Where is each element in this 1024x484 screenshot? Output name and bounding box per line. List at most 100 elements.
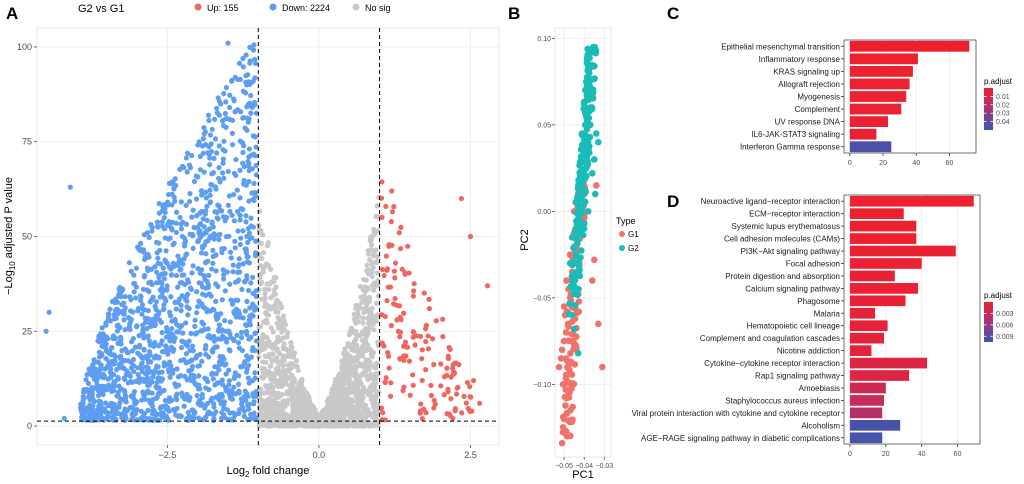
volcano-point-up [396,230,402,236]
volcano-point-nosig [329,386,335,392]
volcano-point-nosig [288,374,295,380]
volcano-point-down [215,336,222,342]
volcano-point-down [103,400,109,406]
volcano-point-nosig [277,361,284,367]
d-category-label: Viral protein interaction with cytokine … [632,409,841,418]
volcano-point-nosig [361,361,367,368]
pca-x-tick-label: −0.03 [595,463,613,470]
volcano-point-nosig [279,406,285,412]
volcano-point-up [467,233,474,240]
volcano-point-down [237,217,243,223]
d-colorbar-label: 0.006 [996,322,1014,329]
volcano-point-down [168,294,174,300]
d-bar [849,220,917,232]
volcano-point-down [100,416,106,422]
volcano-point-down [146,359,152,365]
volcano-y-tick-label: 0 [27,421,32,431]
volcano-point-down [209,370,215,376]
volcano-point-down [117,334,124,340]
volcano-point-down [210,247,216,254]
volcano-point-down [149,297,155,303]
volcano-point-down [248,334,254,340]
volcano-point-down [185,416,191,422]
legend-up-dot [194,3,202,11]
panel-d: D Neuroactive ligand−receptor interactio… [632,192,1014,458]
volcano-point-down [252,56,258,62]
volcano-point-down [143,334,149,340]
volcano-point-nosig [347,415,353,421]
volcano-point-nosig [274,412,280,418]
volcano-point-nosig [369,242,375,248]
volcano-point-down [181,403,187,409]
volcano-point-up [379,179,385,185]
volcano-point-down [191,224,197,231]
volcano-point-down [112,307,119,313]
c-category-label: KRAS signaling up [773,67,840,76]
volcano-point-down [192,409,198,415]
volcano-point-down [227,281,233,287]
volcano-point-down [195,142,201,148]
volcano-point-down [220,405,227,411]
volcano-point-nosig [374,270,380,276]
pca-point-g1 [559,381,567,388]
d-bar [849,357,928,369]
volcano-point-down [170,219,176,225]
volcano-point-down [238,109,244,115]
volcano-point-up [448,396,454,402]
volcano-point-down [211,401,217,407]
volcano-point-down [141,347,147,353]
volcano-point-nosig [258,374,264,380]
volcano-point-nosig [326,395,332,401]
volcano-point-down [81,414,87,420]
volcano-point-nosig [295,409,302,416]
volcano-point-down [136,379,142,385]
volcano-point-down [204,217,210,223]
volcano-point-down [218,311,224,317]
volcano-point-down [225,40,231,46]
volcano-point-up [410,372,416,378]
pca-point-g2 [570,244,578,252]
volcano-point-down [117,364,123,371]
volcano-point-down [85,380,92,387]
d-category-label: Amoebiasis [799,384,840,393]
hallmark-x-ticks: 0 20 40 60 [848,153,953,167]
volcano-point-down [167,309,173,315]
volcano-point-up [402,339,409,345]
hallmark-colorbar: 0.010.02 0.030.04 [984,88,1010,130]
volcano-point-nosig [374,312,380,318]
volcano-point-down [155,255,161,261]
volcano-point-down [246,161,252,167]
volcano-point-down [107,402,113,409]
d-bar [849,407,883,419]
volcano-point-down [220,147,226,153]
volcano-point-down [175,299,181,306]
volcano-point-up [378,405,385,411]
volcano-point-down [210,260,216,266]
volcano-point-down [115,389,122,395]
volcano-point-down [238,364,244,370]
volcano-point-down [96,349,102,355]
volcano-point-down [178,266,184,272]
volcano-point-nosig [371,253,377,259]
volcano-point-down [243,213,249,219]
volcano-point-nosig [368,237,374,243]
volcano-point-down [220,276,227,282]
volcano-point-down [194,289,200,295]
volcano-point-down [156,274,162,281]
volcano-point-up [395,328,401,334]
volcano-point-down [206,354,212,360]
pca-point-g1 [574,309,581,316]
volcano-point-down [122,305,128,311]
volcano-point-down [163,287,169,293]
volcano-point-down [137,297,144,304]
pca-point-g2 [576,162,583,169]
pca-point-g1 [562,402,569,409]
volcano-point-down [128,268,134,274]
kegg-legend-title: p.adjust [984,291,1013,300]
volcano-point-nosig [257,323,264,329]
volcano-point-down [216,367,222,373]
volcano-point-down [189,357,195,363]
volcano-point-down [106,362,112,369]
volcano-point-down [144,378,151,385]
volcano-point-down [114,328,121,334]
